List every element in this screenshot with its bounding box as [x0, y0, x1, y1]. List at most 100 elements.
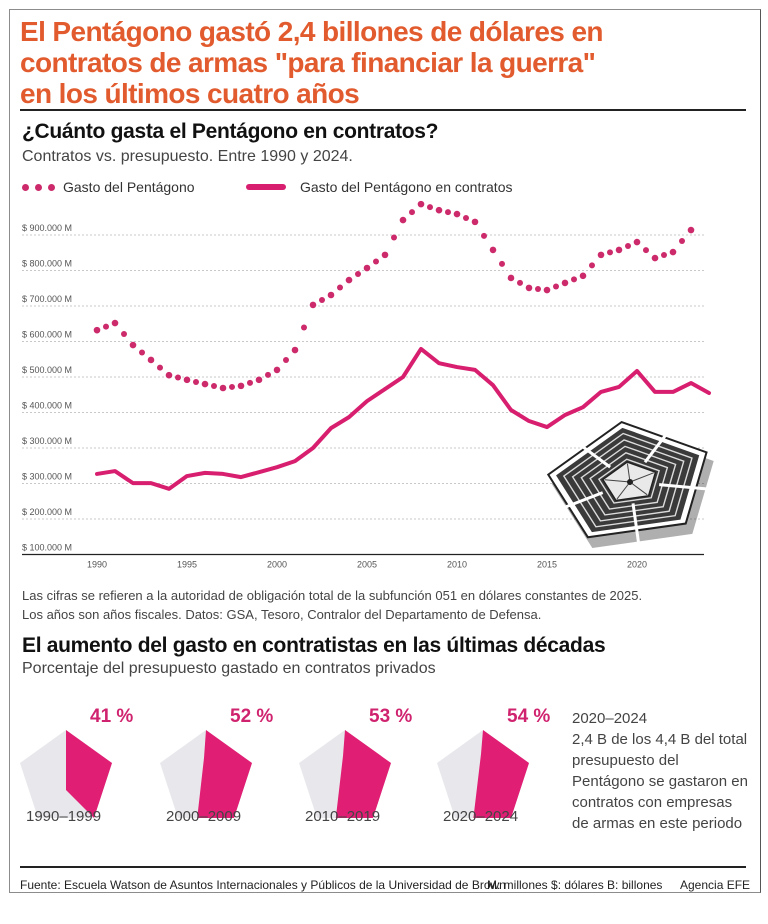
line-dot [679, 238, 685, 245]
x-tick-label: 2020 [627, 560, 647, 570]
line-dot [319, 296, 325, 303]
period-label: 2000–2009 [166, 808, 242, 825]
line-dot [589, 262, 595, 269]
pentagon-contract-share [335, 730, 391, 818]
data-point [417, 200, 425, 208]
x-tick-label: 2005 [357, 560, 377, 570]
line-dot [103, 323, 109, 330]
y-tick-label: $ 500.000 M [22, 365, 72, 375]
line-dot [625, 243, 631, 250]
y-tick-label: $ 300.000 M [22, 436, 72, 446]
building-spoke [643, 425, 674, 464]
line-dot [229, 383, 235, 390]
source-text: Fuente: Escuela Watson de Asuntos Intern… [20, 878, 506, 892]
data-point [399, 216, 407, 224]
line-dot [409, 209, 415, 216]
line-dot [391, 234, 397, 241]
data-point [525, 284, 533, 292]
courtyard-path [626, 463, 631, 483]
line-dot [157, 364, 163, 371]
data-point [165, 371, 173, 379]
data-point [147, 356, 155, 364]
data-point [651, 254, 659, 262]
percent-value: 41 % [90, 706, 134, 727]
line-dot [661, 252, 667, 259]
data-point [561, 279, 569, 287]
courtyard-path [604, 479, 631, 483]
x-tick-label: 2000 [267, 560, 287, 570]
line-dot [301, 324, 307, 331]
section2-title: El aumento del gasto en contratistas en … [22, 634, 606, 657]
data-point [453, 210, 461, 218]
series-gasto-contratos [95, 346, 711, 491]
percent-pentagon [20, 730, 112, 818]
line-dot [121, 331, 127, 338]
y-tick-label: $ 200.000 M [22, 507, 72, 517]
note-line: Las cifras se refieren a la autoridad de… [22, 588, 643, 603]
percent-pentagon-card: 41 % 1990–1999 [18, 700, 148, 840]
side-note-text: 2,4 B de los 4,4 B del total presupuesto… [572, 731, 748, 832]
data-point [597, 251, 605, 259]
building-spoke [552, 491, 604, 514]
line-dot [211, 383, 217, 390]
data-point [435, 206, 443, 214]
data-point [543, 286, 551, 294]
data-point [489, 246, 497, 254]
line-dot [535, 285, 541, 292]
percent-pentagon [299, 730, 391, 818]
building-spoke [659, 483, 712, 491]
line-dot [427, 204, 433, 211]
series-gasto-pentagono [93, 200, 695, 392]
y-tick-label: $ 900.000 M [22, 223, 72, 233]
data-point [93, 326, 101, 334]
data-point [381, 251, 389, 259]
side-note-period: 2020–2024 [572, 710, 648, 727]
dotted-line-key-icon [22, 183, 55, 191]
x-tick-label: 1995 [177, 560, 197, 570]
data-point [255, 376, 263, 384]
data-point [669, 248, 677, 256]
legend-item-total: Gasto del Pentágono [22, 179, 195, 195]
data-point [183, 376, 191, 384]
percent-pentagon-card: 52 % 2000–2009 [158, 700, 288, 840]
line-dot [517, 279, 523, 286]
data-point [291, 346, 299, 354]
headline-line: contratos de armas "para financiar la gu… [20, 47, 596, 78]
headline: El Pentágono gastó 2,4 billones de dólar… [20, 16, 720, 109]
line-dot [283, 356, 289, 363]
line-dot [445, 209, 451, 216]
building-corridor [597, 458, 660, 504]
legend-label: Gasto del Pentágono [63, 179, 195, 195]
x-tick-label: 2010 [447, 560, 467, 570]
line-dot [337, 284, 343, 291]
line-dot [355, 271, 361, 278]
line-chart: $ 900.000 M $ 800.000 M $ 700.000 M $ 600.0… [22, 200, 714, 570]
data-point [129, 341, 137, 349]
courtyard-path [629, 481, 648, 496]
building-spoke [631, 503, 640, 543]
pentagon-contract-share [66, 730, 112, 818]
courtyard-path [629, 472, 654, 483]
data-point [615, 246, 623, 254]
headline-line: en los últimos cuatro años [20, 78, 360, 109]
data-point [363, 264, 371, 272]
headline-line: El Pentágono gastó 2,4 billones de dólar… [20, 16, 604, 47]
header-divider [20, 109, 746, 111]
percent-pentagon [160, 730, 252, 818]
line-dot [373, 258, 379, 265]
abbreviations-legend: M: millones $: dólares B: billones [487, 878, 663, 892]
chart-subtitle: Contratos vs. presupuesto. Entre 1990 y … [22, 148, 353, 165]
x-tick-label: 2015 [537, 560, 557, 570]
chart-title: ¿Cuánto gasta el Pentágono en contratos? [22, 120, 439, 143]
percent-pentagon-card: 54 % 2020–2024 [435, 700, 565, 840]
period-label: 2010–2019 [305, 808, 381, 825]
building-spoke [573, 439, 612, 469]
y-tick-label: $ 400.000 M [22, 401, 72, 411]
data-point [219, 384, 227, 392]
period-label: 2020–2024 [443, 808, 519, 825]
side-note: 2020–2024 2,4 B de los 4,4 B del total p… [572, 708, 752, 834]
data-point [507, 274, 515, 282]
line-dot [643, 247, 649, 254]
line-dot [499, 260, 505, 267]
courtyard-path [616, 481, 631, 500]
